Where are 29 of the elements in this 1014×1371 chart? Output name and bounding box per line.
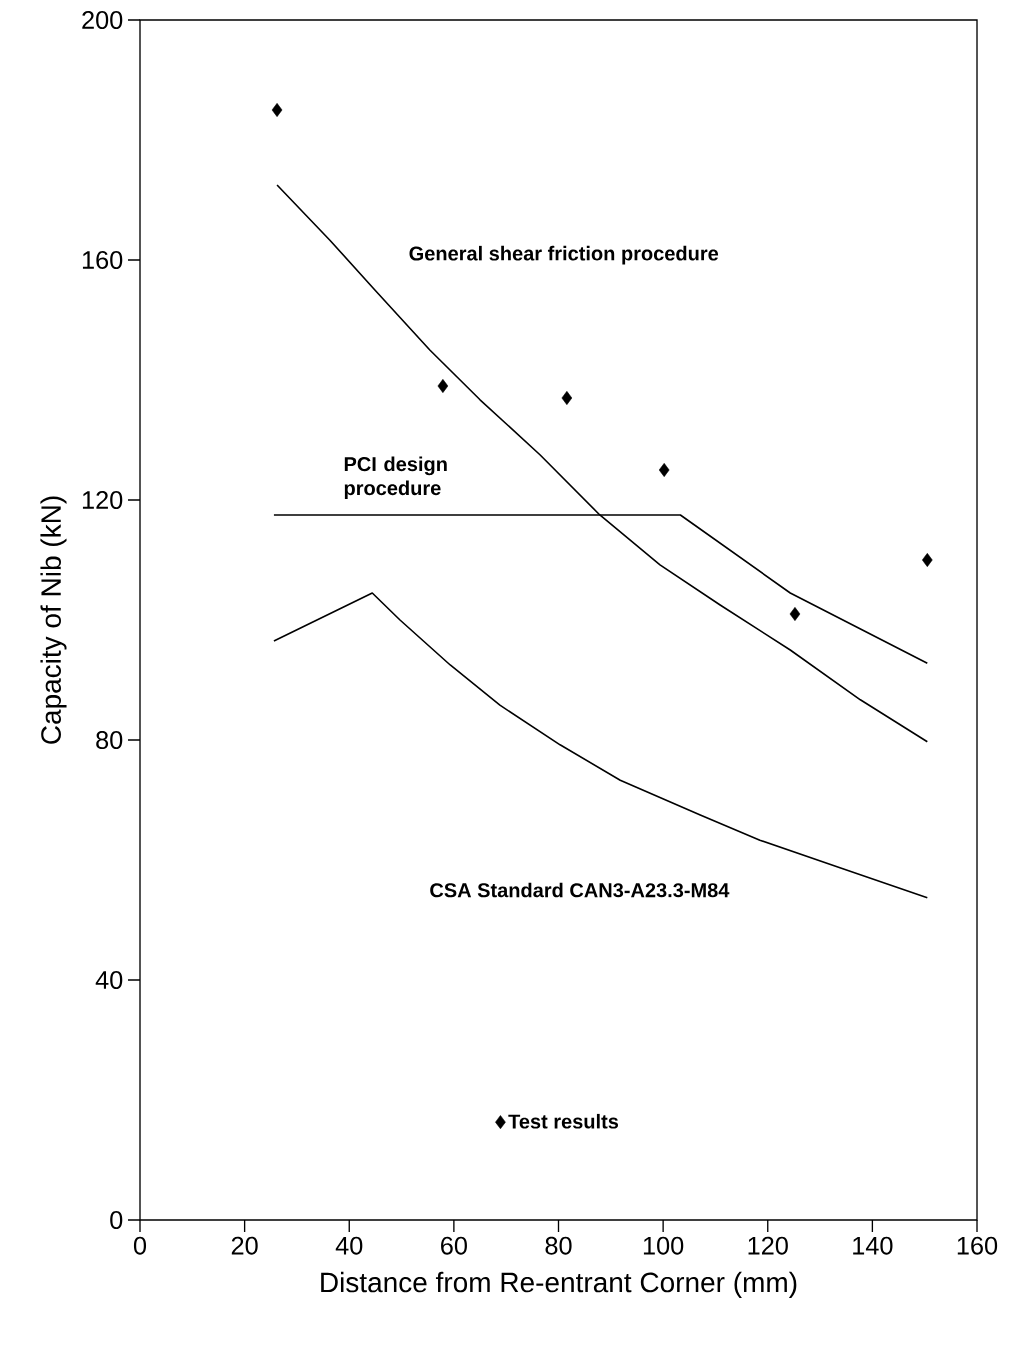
legend-label: Test results [508,1113,619,1129]
x-tick-label: 140 [853,1236,893,1255]
y-tick-label: 0 [110,1211,123,1229]
y-tick-label: 200 [82,11,123,29]
text: CSA Standard CAN3-A23.3-M84 [430,882,730,898]
x-axis-title: Distance from Re-entrant Corner (mm) [321,1271,797,1298]
x-tick-label: 80 [545,1236,572,1255]
y-tick-label: 80 [96,731,123,749]
point [561,391,573,405]
y-axis-title: Capacity of Nib (kN) [40,496,67,744]
x-tick-label: 0 [133,1236,147,1255]
y-tick-label: 120 [82,491,123,509]
point [271,103,283,117]
y-tick-label: 160 [82,251,123,269]
line-series [273,592,929,899]
point [922,553,933,567]
series-label: PCI design procedure [344,456,447,500]
x-tick-label: 100 [643,1236,684,1255]
point [437,379,449,393]
point [789,607,801,621]
point [658,463,670,477]
x-tick-label: 160 [957,1236,998,1255]
x-tick-label: 40 [335,1236,363,1255]
x-tick-label: 60 [441,1236,467,1255]
x-tick-label: 120 [748,1236,788,1255]
text: General shear friction procedure [409,245,719,265]
x-tick-label: 20 [231,1236,258,1255]
line-series [276,184,929,743]
y-tick-label: 40 [95,971,123,989]
